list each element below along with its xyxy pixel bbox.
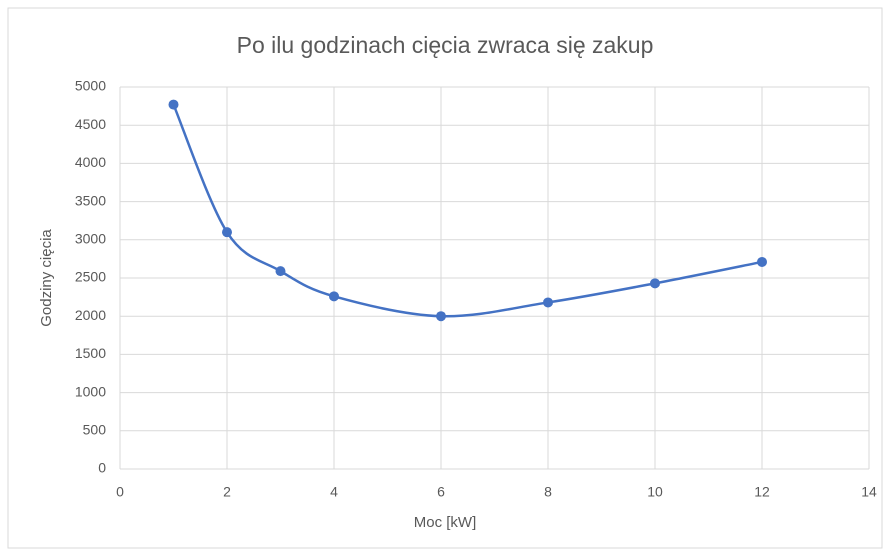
data-point <box>650 278 660 289</box>
data-point <box>543 297 553 308</box>
x-tick-label: 10 <box>647 484 663 500</box>
x-tick-label: 8 <box>544 484 552 500</box>
y-axis-label: Godziny cięcia <box>38 229 55 327</box>
data-point <box>329 291 339 302</box>
data-point <box>222 227 232 238</box>
x-tick-label: 2 <box>223 484 231 500</box>
y-tick-label: 1000 <box>75 383 106 399</box>
x-tick-label: 0 <box>116 484 124 500</box>
y-tick-label: 500 <box>83 422 107 438</box>
data-point <box>436 311 446 322</box>
data-point <box>168 99 179 110</box>
chart-title: Po ilu godzinach cięcia zwraca się zakup <box>237 32 654 58</box>
y-tick-label: 4000 <box>75 154 106 170</box>
y-tick-label: 2500 <box>75 269 106 285</box>
x-tick-label: 6 <box>437 484 445 500</box>
y-tick-label: 3500 <box>75 192 106 208</box>
y-tick-label: 0 <box>98 460 106 476</box>
data-point <box>757 256 767 267</box>
x-axis-label: Moc [kW] <box>414 514 477 531</box>
x-tick-label: 14 <box>861 484 877 500</box>
x-tick-label: 12 <box>754 484 770 500</box>
y-tick-label: 5000 <box>75 78 106 94</box>
x-tick-label: 4 <box>330 484 338 500</box>
y-tick-label: 1500 <box>75 345 106 361</box>
data-point <box>275 266 286 277</box>
y-tick-label: 4500 <box>75 116 106 132</box>
y-tick-label: 2000 <box>75 307 106 323</box>
y-tick-label: 3000 <box>75 231 106 247</box>
